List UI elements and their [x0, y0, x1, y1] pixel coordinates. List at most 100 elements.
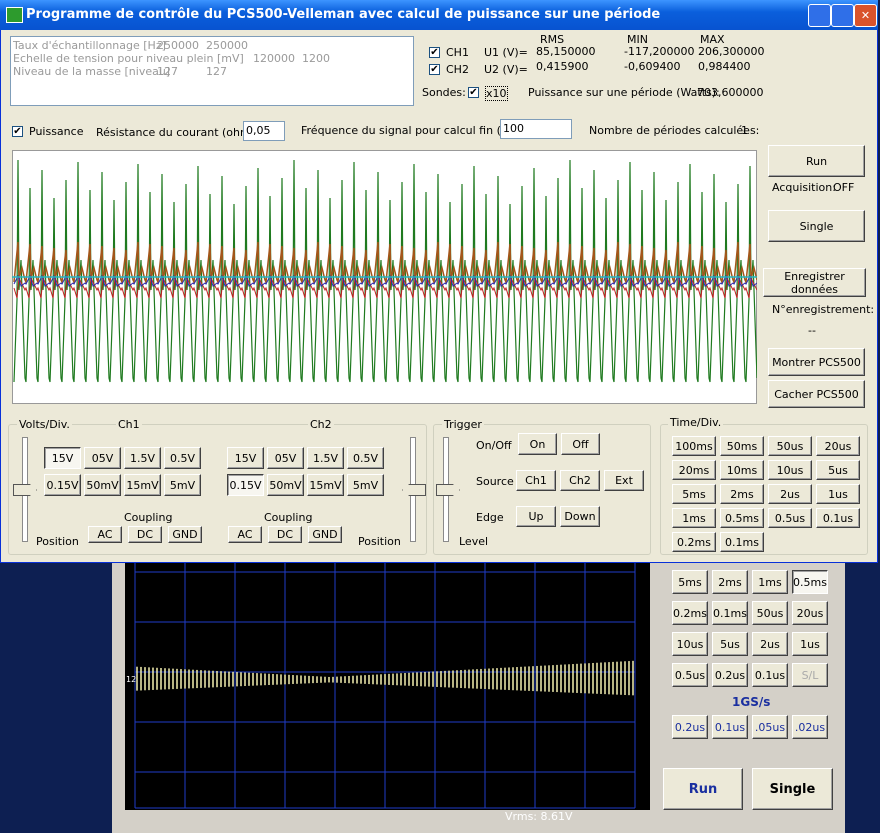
trigger-button[interactable]: Ch2: [560, 470, 600, 491]
measure-value: 206,300000: [698, 45, 765, 58]
coupling-label: Coupling: [264, 511, 313, 524]
window-title: Programme de contrôle du PCS500-Velleman…: [26, 7, 661, 22]
volts-button[interactable]: 1.5V: [307, 447, 344, 469]
bg-time-button[interactable]: 0.1us: [752, 663, 788, 687]
run-button[interactable]: Run: [768, 145, 865, 177]
trigger-button[interactable]: Down: [560, 506, 600, 527]
bg-time-button[interactable]: 5us: [712, 632, 748, 656]
volts-button[interactable]: 0.5V: [164, 447, 201, 469]
volts-button[interactable]: 0.15V: [227, 474, 264, 496]
info-box: [10, 36, 414, 106]
bg-fast-button[interactable]: .05us: [752, 715, 788, 739]
timediv-button[interactable]: 2us: [768, 484, 812, 504]
timediv-button[interactable]: 50us: [768, 436, 812, 456]
trigger-button[interactable]: Up: [516, 506, 556, 527]
bg-time-button[interactable]: S/L: [792, 663, 828, 687]
volts-button[interactable]: 15V: [227, 447, 264, 469]
volts-button[interactable]: 0.15V: [44, 474, 81, 496]
power-label: Puissance sur une période (Watts):: [528, 86, 720, 99]
checkbox[interactable]: ✔: [429, 64, 440, 75]
trigger-button[interactable]: Off: [561, 433, 600, 455]
bg-run-button[interactable]: Run: [663, 768, 743, 810]
measure-label: U1 (V)=: [484, 46, 528, 59]
save-button[interactable]: Enregistrer données: [763, 268, 866, 297]
coupling-button[interactable]: AC: [228, 526, 262, 543]
volts-button[interactable]: 15V: [44, 447, 81, 469]
minimize-button[interactable]: [808, 4, 831, 27]
timediv-button[interactable]: 2ms: [720, 484, 764, 504]
coupling-button[interactable]: DC: [268, 526, 302, 543]
coupling-button[interactable]: AC: [88, 526, 122, 543]
bg-time-button[interactable]: 1us: [792, 632, 828, 656]
bg-time-button[interactable]: 0.5us: [672, 663, 708, 687]
bg-time-button[interactable]: 0.1ms: [712, 601, 748, 625]
bg-time-button[interactable]: 0.5ms: [792, 570, 828, 594]
bg-time-button[interactable]: 0.2ms: [672, 601, 708, 625]
volts-button[interactable]: 5mV: [347, 474, 384, 496]
volts-button[interactable]: 15mV: [124, 474, 161, 496]
checkbox[interactable]: ✔: [429, 47, 440, 58]
hide-button[interactable]: Cacher PCS500: [768, 380, 865, 408]
timediv-button[interactable]: 10us: [768, 460, 812, 480]
timediv-button[interactable]: 0.5us: [768, 508, 812, 528]
bg-single-button[interactable]: Single: [752, 768, 833, 810]
bg-time-button[interactable]: 2ms: [712, 570, 748, 594]
trigger-button[interactable]: Ch1: [516, 470, 556, 491]
info-text: 127: [206, 65, 227, 78]
timediv-button[interactable]: 0.1us: [816, 508, 860, 528]
info-text: 127: [157, 65, 178, 78]
ch1-slider-thumb[interactable]: [13, 484, 37, 496]
volts-button[interactable]: 5mV: [164, 474, 201, 496]
bg-time-button[interactable]: 1ms: [752, 570, 788, 594]
bg-time-button[interactable]: 50us: [752, 601, 788, 625]
timediv-button[interactable]: 0.5ms: [720, 508, 764, 528]
timediv-button[interactable]: 50ms: [720, 436, 764, 456]
bg-fast-button[interactable]: .02us: [792, 715, 828, 739]
frequency-input[interactable]: 100: [500, 119, 572, 139]
volts-button[interactable]: 50mV: [267, 474, 304, 496]
volts-button[interactable]: 05V: [267, 447, 304, 469]
info-text: Echelle de tension pour niveau plein [mV…: [13, 52, 244, 65]
timediv-button[interactable]: 20us: [816, 436, 860, 456]
timediv-button[interactable]: 10ms: [720, 460, 764, 480]
measure-value: -117,200000: [624, 45, 695, 58]
bg-time-button[interactable]: 10us: [672, 632, 708, 656]
timediv-button[interactable]: 5ms: [672, 484, 716, 504]
close-button[interactable]: ✕: [854, 4, 877, 27]
checkbox[interactable]: ✔: [468, 87, 479, 98]
trigger-button[interactable]: Ext: [604, 470, 644, 491]
checkbox[interactable]: ✔: [12, 126, 23, 137]
coupling-button[interactable]: GND: [308, 526, 342, 543]
level-slider-thumb[interactable]: [436, 484, 460, 496]
trigger-button[interactable]: On: [518, 433, 557, 455]
record-value: --: [808, 324, 816, 337]
timediv-button[interactable]: 1us: [816, 484, 860, 504]
resistance-input[interactable]: 0,05: [243, 121, 285, 141]
frequency-label: Fréquence du signal pour calcul fin (Hz)…: [301, 124, 523, 137]
bg-fast-button[interactable]: 0.1us: [712, 715, 748, 739]
timediv-button[interactable]: 100ms: [672, 436, 716, 456]
show-button[interactable]: Montrer PCS500: [768, 348, 865, 376]
timediv-button[interactable]: 0.1ms: [720, 532, 764, 552]
bg-time-button[interactable]: 5ms: [672, 570, 708, 594]
single-button[interactable]: Single: [768, 210, 865, 242]
timediv-button[interactable]: 1ms: [672, 508, 716, 528]
volts-button[interactable]: 1.5V: [124, 447, 161, 469]
bg-vrms: Vrms: 8.61V: [505, 810, 573, 823]
volts-button[interactable]: 0.5V: [347, 447, 384, 469]
volts-button[interactable]: 50mV: [84, 474, 121, 496]
coupling-button[interactable]: DC: [128, 526, 162, 543]
timediv-button[interactable]: 20ms: [672, 460, 716, 480]
timediv-button[interactable]: 5us: [816, 460, 860, 480]
coupling-button[interactable]: GND: [168, 526, 202, 543]
bg-time-button[interactable]: 20us: [792, 601, 828, 625]
bg-time-button[interactable]: 0.2us: [712, 663, 748, 687]
timediv-button[interactable]: 0.2ms: [672, 532, 716, 552]
maximize-button[interactable]: [831, 4, 854, 27]
volts-button[interactable]: 05V: [84, 447, 121, 469]
bg-time-button[interactable]: 2us: [752, 632, 788, 656]
channel-check: CH2: [446, 63, 469, 76]
bg-fast-button[interactable]: 0.2us: [672, 715, 708, 739]
time-group: [660, 424, 868, 555]
volts-button[interactable]: 15mV: [307, 474, 344, 496]
